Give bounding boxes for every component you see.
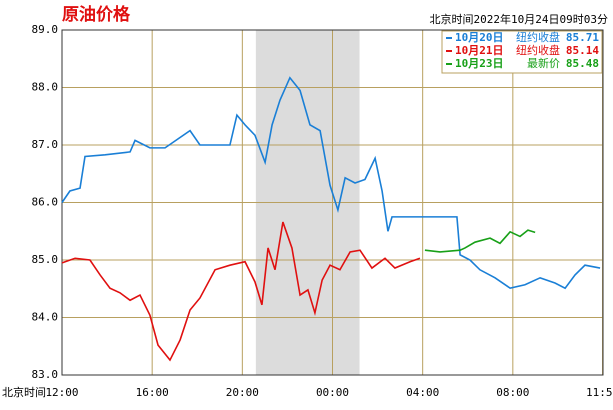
x-tick-label: 00:00 [316, 386, 349, 399]
x-tick-label: 16:00 [136, 386, 169, 399]
y-tick-label: 83.0 [32, 368, 59, 381]
price-line [424, 229, 536, 253]
price-line [61, 76, 601, 290]
legend-name: 10月23日 [455, 57, 504, 70]
y-tick-label: 87.0 [32, 138, 59, 151]
x-tick-label: 04:00 [406, 386, 439, 399]
legend-label: 纽约收盘 [516, 43, 560, 57]
legend-label: 最新价 [527, 56, 560, 70]
y-tick-label: 86.0 [32, 196, 59, 209]
y-tick-label: 89.0 [32, 23, 59, 36]
x-axis-label: 北京时间 [2, 385, 46, 399]
legend-name: 10月21日 [455, 44, 504, 57]
y-tick-label: 84.0 [32, 311, 59, 324]
x-tick-label: 11:59 [586, 386, 613, 399]
price-line [61, 221, 421, 362]
chart-subtitle: 北京时间2022年10月24日09时03分 [430, 12, 608, 26]
x-tick-label: 08:00 [496, 386, 529, 399]
legend-value: 85.71 [566, 31, 599, 44]
x-tick-label: 20:00 [226, 386, 259, 399]
legend-value: 85.48 [566, 57, 599, 70]
chart-title: 原油价格 [62, 4, 131, 25]
y-tick-label: 85.0 [32, 253, 59, 266]
y-tick-label: 88.0 [32, 81, 59, 94]
legend-box [441, 30, 603, 74]
x-tick-label: 12:00 [45, 386, 78, 399]
legend-name: 10月20日 [455, 31, 504, 44]
legend-label: 纽约收盘 [516, 30, 560, 44]
legend-value: 85.14 [566, 44, 599, 57]
